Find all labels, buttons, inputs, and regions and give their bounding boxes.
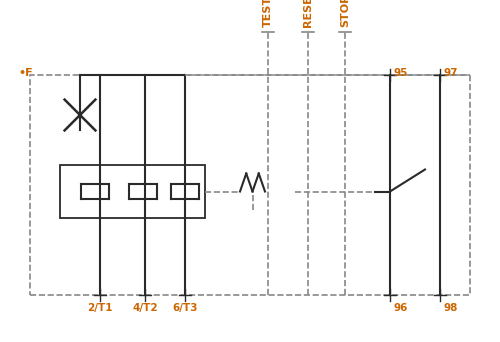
- Text: •F: •F: [18, 68, 32, 78]
- Text: 95: 95: [393, 68, 407, 78]
- Text: TEST: TEST: [263, 0, 273, 27]
- Bar: [30, 75, 470, 295]
- Text: 96: 96: [393, 303, 407, 313]
- Text: 2/T1: 2/T1: [88, 303, 113, 313]
- Text: 6/T3: 6/T3: [172, 303, 198, 313]
- Bar: [60, 165, 205, 218]
- Text: 4/T2: 4/T2: [132, 303, 158, 313]
- Text: STOP: STOP: [340, 0, 350, 27]
- Text: 97: 97: [443, 68, 458, 78]
- Text: RESET: RESET: [303, 0, 313, 27]
- Text: 98: 98: [443, 303, 458, 313]
